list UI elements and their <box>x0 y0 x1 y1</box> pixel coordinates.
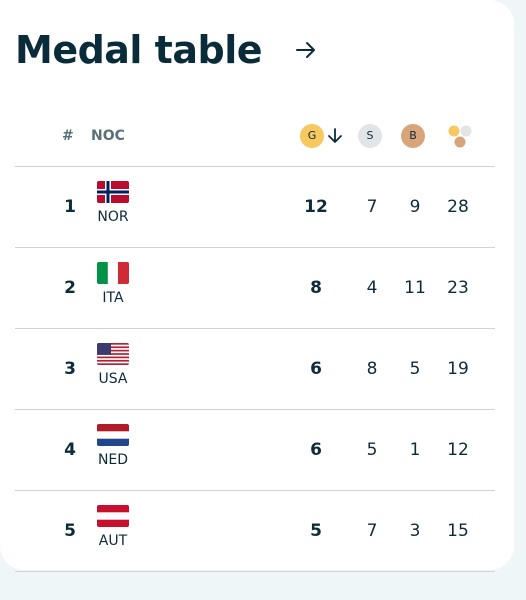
gold-count: 5 <box>310 521 322 541</box>
total-count: 28 <box>447 197 469 217</box>
bronze-count: 3 <box>409 521 421 541</box>
gold-count: 12 <box>304 197 328 217</box>
sort-down-icon[interactable] <box>326 127 344 145</box>
title-row: Medal table <box>15 28 318 72</box>
total-count: 19 <box>447 359 469 379</box>
noc-code: NOR <box>97 209 129 225</box>
total-count: 15 <box>447 521 469 541</box>
silver-count: 5 <box>366 440 378 460</box>
rank-value: 2 <box>64 278 76 298</box>
netherlands-flag <box>97 424 129 446</box>
gold-column-header[interactable]: G <box>300 124 324 148</box>
gold-count: 8 <box>310 278 322 298</box>
noc-code: ITA <box>102 290 124 306</box>
silver-count: 4 <box>366 278 378 298</box>
gold-count: 6 <box>310 440 322 460</box>
italy-flag <box>97 262 129 284</box>
noc-code: NED <box>97 452 129 468</box>
page-title: Medal table <box>15 28 263 72</box>
bronze-count: 11 <box>404 278 426 298</box>
rank-value: 4 <box>64 440 76 460</box>
bronze-count: 1 <box>409 440 421 460</box>
bronze-column-header[interactable]: B <box>401 124 425 148</box>
rank-value: 1 <box>64 197 76 217</box>
total-medals-icon[interactable] <box>445 124 475 150</box>
austria-flag <box>97 505 129 527</box>
table-row[interactable]: 2 ITA 8 4 11 23 <box>15 248 495 329</box>
medal-rows: 1 NOR 12 7 9 28 2 ITA 8 4 11 23 3 USA 6 … <box>15 166 495 572</box>
bronze-count: 5 <box>409 359 421 379</box>
table-row[interactable]: 5 AUT 5 7 3 15 <box>15 491 495 572</box>
table-row[interactable]: 1 NOR 12 7 9 28 <box>15 167 495 248</box>
gold-count: 6 <box>310 359 322 379</box>
rank-value: 3 <box>64 359 76 379</box>
noc-code: USA <box>98 371 128 387</box>
noc-code: AUT <box>98 533 128 549</box>
usa-flag <box>97 343 129 365</box>
silver-column-header[interactable]: S <box>358 124 382 148</box>
rank-value: 5 <box>64 521 76 541</box>
arrow-right-icon[interactable] <box>294 38 318 62</box>
table-header: # NOC G S B <box>15 118 495 154</box>
noc-column-header[interactable]: NOC <box>91 128 125 144</box>
bronze-count: 9 <box>409 197 421 217</box>
total-count: 12 <box>447 440 469 460</box>
silver-count: 8 <box>366 359 378 379</box>
table-row[interactable]: 4 NED 6 5 1 12 <box>15 410 495 491</box>
silver-count: 7 <box>366 521 378 541</box>
table-row[interactable]: 3 USA 6 8 5 19 <box>15 329 495 410</box>
rank-column-header[interactable]: # <box>62 128 74 144</box>
medal-table-card: Medal table # NOC G S B 1 NOR 12 7 9 28 … <box>0 0 514 572</box>
total-count: 23 <box>447 278 469 298</box>
silver-count: 7 <box>366 197 378 217</box>
norway-flag <box>97 181 129 203</box>
